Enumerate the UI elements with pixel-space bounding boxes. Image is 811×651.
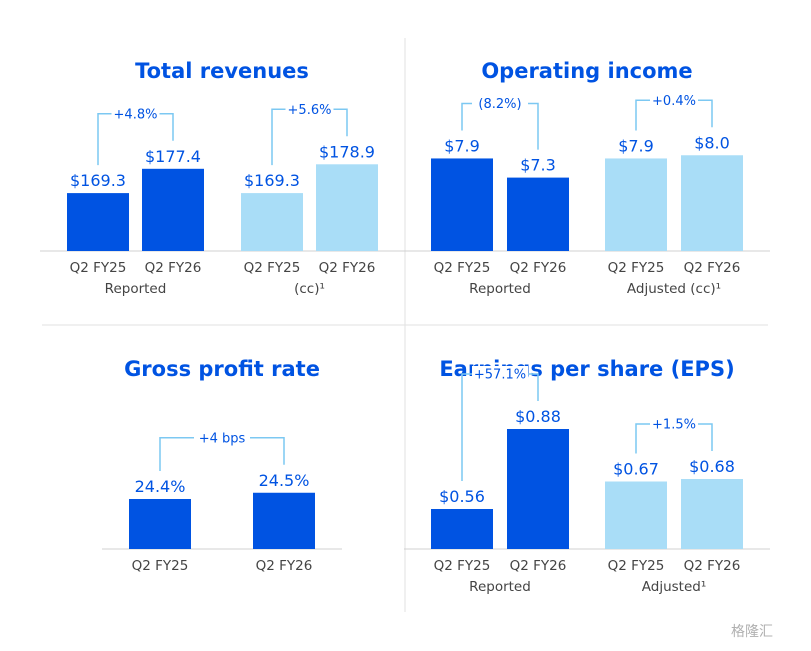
bar <box>507 177 569 251</box>
bar <box>507 429 569 549</box>
data-label: $7.3 <box>520 156 556 175</box>
data-label: $177.4 <box>145 147 201 166</box>
change-label: +4.8% <box>114 107 158 122</box>
tick-label: Q2 FY26 <box>510 558 567 574</box>
bar <box>681 155 743 251</box>
chart-title: Gross profit rate <box>124 357 320 381</box>
group-label: (cc)¹ <box>294 281 325 297</box>
data-label: $0.56 <box>439 487 485 506</box>
data-label: $7.9 <box>444 136 480 155</box>
group-label: Reported <box>105 281 167 297</box>
change-label: +5.6% <box>288 103 332 118</box>
change-label: +0.4% <box>652 94 696 109</box>
data-label: $7.9 <box>618 136 654 155</box>
change-label: (8.2%) <box>478 97 521 112</box>
data-label: $0.67 <box>613 460 659 479</box>
group-label: Reported <box>469 281 531 297</box>
tick-label: Q2 FY26 <box>256 558 313 574</box>
chart-total-revenues: Total revenues $169.3 Q2 FY25 $177.4 Q2 FY26… <box>40 59 405 297</box>
tick-label: Q2 FY25 <box>434 260 491 276</box>
group-label: Adjusted¹ <box>642 579 707 595</box>
tick-label: Q2 FY25 <box>608 558 665 574</box>
data-label: $8.0 <box>694 133 730 152</box>
bar <box>605 481 667 549</box>
tick-label: Q2 FY25 <box>132 558 189 574</box>
data-label: 24.4% <box>135 477 186 496</box>
bar <box>241 193 303 251</box>
bar <box>681 479 743 549</box>
change-label: +57.1% <box>474 368 526 383</box>
change-label-bg <box>650 92 698 109</box>
bar <box>67 193 129 251</box>
tick-label: Q2 FY26 <box>510 260 567 276</box>
chart-operating-income: Operating income $7.9 Q2 FY25 $7.3 Q2 FY26 (8… <box>404 59 770 297</box>
tick-label: Q2 FY25 <box>244 260 301 276</box>
chart-title: Operating income <box>481 59 692 83</box>
change-label-bg <box>472 366 528 382</box>
bar <box>129 499 191 549</box>
tick-label: Q2 FY25 <box>434 558 491 574</box>
data-label: 24.5% <box>259 471 310 490</box>
group-label: Adjusted (cc)¹ <box>627 281 721 297</box>
bar <box>142 168 204 251</box>
tick-label: Q2 FY25 <box>70 260 127 276</box>
tick-label: Q2 FY26 <box>145 260 202 276</box>
data-label: $0.88 <box>515 407 561 426</box>
tick-label: Q2 FY26 <box>684 260 741 276</box>
change-label-bg <box>194 429 250 446</box>
change-label-bg <box>472 95 528 112</box>
watermark-text: 格隆汇 <box>731 624 773 640</box>
tick-label: Q2 FY26 <box>684 558 741 574</box>
group-label: Reported <box>469 579 531 595</box>
change-label: +4 bps <box>199 431 246 446</box>
change-label-bg <box>650 416 698 432</box>
bar <box>316 164 378 251</box>
bar <box>431 158 493 251</box>
bar <box>605 158 667 251</box>
change-label-bg <box>111 105 160 122</box>
data-label: $0.68 <box>689 457 735 476</box>
bar <box>431 509 493 549</box>
chart-gross-profit-rate: Gross profit rate 24.4% Q2 FY25 24.5% Q2 FY2… <box>102 357 342 574</box>
data-label: $169.3 <box>244 171 300 190</box>
data-label: $169.3 <box>70 171 126 190</box>
bar <box>253 492 315 549</box>
tick-label: Q2 FY26 <box>319 260 376 276</box>
data-label: $178.9 <box>319 142 375 161</box>
change-label-bg <box>285 101 334 118</box>
tick-label: Q2 FY25 <box>608 260 665 276</box>
chart-title: Total revenues <box>135 59 309 83</box>
change-label: +1.5% <box>652 418 696 433</box>
